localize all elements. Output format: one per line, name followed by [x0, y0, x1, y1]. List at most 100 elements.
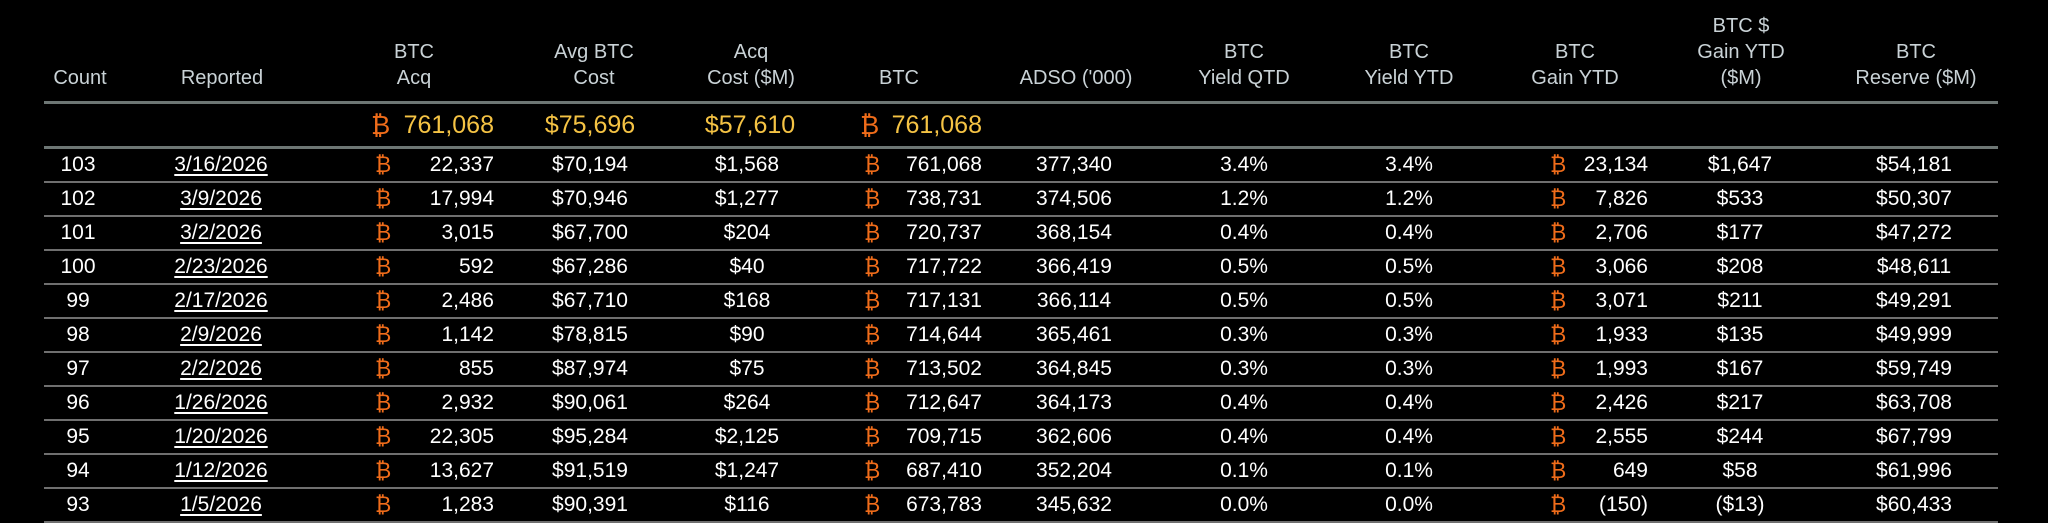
cell-acq-cost: $1,247: [714, 459, 780, 482]
cell-btc-usd-gain-ytd: $177: [1716, 221, 1764, 244]
totals-row: ₿ 761,068 $75,696 $57,610 ₿ 761,068: [44, 104, 1998, 146]
column-header-line: BTC: [394, 41, 434, 63]
bitcoin-icon: ₿: [864, 288, 881, 313]
column-header-line: Acq: [396, 67, 432, 89]
cell-acq-cost: $40: [729, 255, 765, 278]
cell-btc-reserve: $50,307: [1876, 187, 1952, 210]
column-header-line: Cost: [573, 67, 615, 89]
cell-btc-yield-qtd: 0.5%: [1220, 255, 1268, 278]
bitcoin-icon: ₿: [864, 220, 881, 245]
cell-btc: 714,644: [906, 323, 982, 346]
table-row: 100 2/23/2026 ₿ 592 $67,286 $40 ₿ 717,722 366,41…: [44, 251, 1998, 283]
reported-date-link[interactable]: 3/9/2026: [180, 187, 262, 210]
column-header-line: BTC: [1895, 41, 1936, 63]
cell-btc-acq: 592: [458, 255, 494, 278]
bitcoin-icon: ₿: [375, 322, 392, 347]
cell-btc-reserve: $59,749: [1876, 357, 1952, 380]
row-divider: [44, 385, 1998, 387]
bitcoin-icon: ₿: [375, 424, 392, 449]
cell-adso: 352,204: [1036, 459, 1112, 482]
reported-date-link[interactable]: 1/26/2026: [174, 391, 268, 414]
cell-btc-gain-ytd: 2,706: [1595, 221, 1648, 244]
cell-btc-yield-qtd: 0.5%: [1220, 289, 1268, 312]
reported-date-link[interactable]: 1/5/2026: [180, 493, 262, 516]
cell-btc-yield-ytd: 0.0%: [1385, 493, 1433, 516]
cell-avg-btc-cost: $95,284: [552, 425, 628, 448]
totals-divider: [44, 146, 1998, 149]
cell-btc: 761,068: [906, 153, 982, 176]
cell-btc-usd-gain-ytd: $244: [1716, 425, 1764, 448]
bitcoin-icon: ₿: [371, 110, 391, 140]
row-divider: [44, 181, 1998, 183]
cell-btc: 713,502: [906, 357, 982, 380]
column-header-line: Gain YTD: [1697, 41, 1785, 63]
reported-date-link[interactable]: 2/17/2026: [174, 289, 268, 312]
cell-btc-yield-ytd: 0.1%: [1385, 459, 1433, 482]
reported-date-link[interactable]: 3/2/2026: [180, 221, 262, 244]
cell-btc-yield-ytd: 0.3%: [1385, 357, 1433, 380]
total-btc-acq: 761,068: [403, 111, 494, 139]
row-divider: [44, 351, 1998, 353]
table-row: 93 1/5/2026 ₿ 1,283 $90,391 $116 ₿ 673,783 345,6…: [44, 489, 1998, 521]
cell-acq-cost: $168: [723, 289, 771, 312]
cell-btc-yield-qtd: 0.3%: [1220, 323, 1268, 346]
reported-date-link[interactable]: 1/20/2026: [174, 425, 268, 448]
cell-avg-btc-cost: $90,061: [552, 391, 628, 414]
column-header-btc: BTC: [879, 65, 919, 91]
cell-btc-acq: 2,932: [441, 391, 494, 414]
cell-adso: 345,632: [1036, 493, 1112, 516]
column-header-line: Avg BTC: [554, 41, 634, 63]
cell-btc-usd-gain-ytd: $1,647: [1707, 153, 1773, 176]
reported-date-link[interactable]: 3/16/2026: [174, 153, 268, 176]
table-row: 99 2/17/2026 ₿ 2,486 $67,710 $168 ₿ 717,131 366,…: [44, 285, 1998, 317]
bitcoin-icon: ₿: [864, 322, 881, 347]
cell-btc-yield-qtd: 0.3%: [1220, 357, 1268, 380]
cell-btc-usd-gain-ytd: $533: [1716, 187, 1764, 210]
column-header-avg-btc-cost: Avg BTC Cost: [554, 39, 634, 91]
cell-btc-acq: 22,337: [429, 153, 494, 176]
reported-date-link[interactable]: 2/9/2026: [180, 323, 262, 346]
reported-date-link[interactable]: 2/23/2026: [174, 255, 268, 278]
cell-btc-reserve: $63,708: [1876, 391, 1952, 414]
bitcoin-icon: ₿: [375, 492, 392, 517]
cell-btc-reserve: $67,799: [1876, 425, 1952, 448]
reported-date-link[interactable]: 2/2/2026: [180, 357, 262, 380]
cell-btc: 687,410: [906, 459, 982, 482]
bitcoin-icon: ₿: [864, 390, 881, 415]
column-header-reported: Reported: [181, 65, 263, 91]
cell-btc-yield-qtd: 0.4%: [1220, 425, 1268, 448]
cell-btc-usd-gain-ytd: $211: [1717, 289, 1763, 312]
cell-avg-btc-cost: $90,391: [552, 493, 628, 516]
row-divider: [44, 283, 1998, 285]
cell-btc-gain-ytd: (150): [1598, 493, 1648, 516]
cell-btc-acq: 1,142: [441, 323, 494, 346]
cell-btc-yield-ytd: 0.4%: [1385, 221, 1433, 244]
cell-acq-cost: $1,277: [714, 187, 780, 210]
column-header-line: ($M): [1720, 67, 1762, 89]
cell-count: 98: [66, 323, 90, 346]
header-divider: [44, 101, 1998, 104]
row-divider: [44, 453, 1998, 455]
cell-avg-btc-cost: $91,519: [552, 459, 628, 482]
cell-avg-btc-cost: $70,946: [552, 187, 628, 210]
total-acq-cost: $57,610: [704, 111, 796, 139]
cell-btc: 712,647: [906, 391, 982, 414]
cell-btc-acq: 13,627: [429, 459, 494, 482]
cell-acq-cost: $75: [729, 357, 765, 380]
cell-btc-gain-ytd: 1,933: [1595, 323, 1648, 346]
cell-btc-gain-ytd: 1,993: [1595, 357, 1648, 380]
column-header-acq-cost: Acq Cost ($M): [707, 39, 795, 91]
reported-date-link[interactable]: 1/12/2026: [174, 459, 268, 482]
cell-count: 97: [66, 357, 90, 380]
cell-acq-cost: $116: [724, 493, 770, 516]
column-header-count: Count: [53, 65, 106, 91]
cell-btc-yield-ytd: 0.4%: [1385, 391, 1433, 414]
column-header-line: BTC: [1223, 41, 1264, 63]
cell-btc-gain-ytd: 649: [1612, 459, 1648, 482]
cell-count: 95: [66, 425, 90, 448]
cell-btc: 717,722: [906, 255, 982, 278]
bitcoin-icon: ₿: [375, 288, 392, 313]
column-header-line: Acq: [733, 41, 769, 63]
cell-adso: 364,845: [1036, 357, 1112, 380]
bitcoin-icon: ₿: [1550, 458, 1567, 483]
